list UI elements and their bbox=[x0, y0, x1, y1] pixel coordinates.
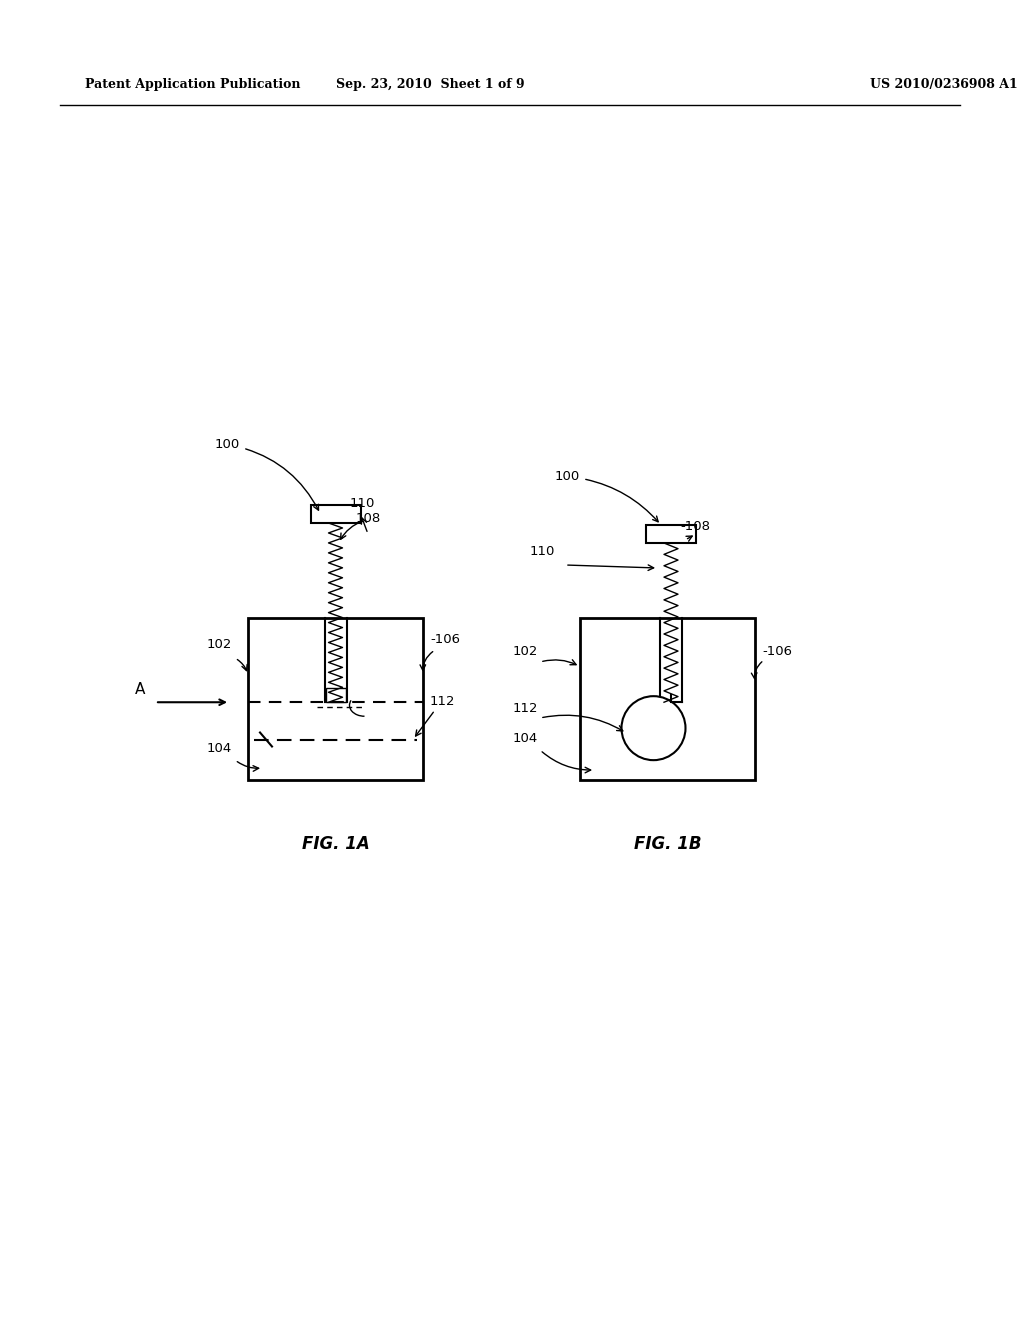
Text: FIG. 1A: FIG. 1A bbox=[302, 836, 370, 853]
Text: 102: 102 bbox=[207, 638, 232, 651]
Text: 108: 108 bbox=[356, 512, 381, 525]
Text: Sep. 23, 2010  Sheet 1 of 9: Sep. 23, 2010 Sheet 1 of 9 bbox=[336, 78, 524, 91]
Text: 110: 110 bbox=[530, 545, 555, 558]
Circle shape bbox=[622, 696, 685, 760]
Text: FIG. 1B: FIG. 1B bbox=[634, 836, 701, 853]
Text: -106: -106 bbox=[430, 634, 460, 645]
Text: US 2010/0236908 A1: US 2010/0236908 A1 bbox=[870, 78, 1018, 91]
Bar bbox=[248, 618, 423, 780]
Bar bbox=[646, 525, 696, 543]
Text: 110: 110 bbox=[350, 498, 376, 510]
Bar bbox=[580, 618, 755, 780]
Text: 100: 100 bbox=[215, 438, 318, 510]
Text: A: A bbox=[135, 682, 145, 697]
Text: 112: 112 bbox=[512, 702, 538, 715]
Text: Patent Application Publication: Patent Application Publication bbox=[85, 78, 300, 91]
Text: 112: 112 bbox=[430, 696, 456, 708]
Text: 100: 100 bbox=[555, 470, 658, 521]
Text: -108: -108 bbox=[680, 520, 710, 533]
Bar bbox=[310, 506, 360, 523]
Text: 104: 104 bbox=[513, 733, 538, 744]
Bar bbox=[326, 688, 345, 702]
Text: -106: -106 bbox=[762, 645, 792, 657]
Text: 104: 104 bbox=[207, 742, 232, 755]
Text: 102: 102 bbox=[513, 645, 538, 657]
